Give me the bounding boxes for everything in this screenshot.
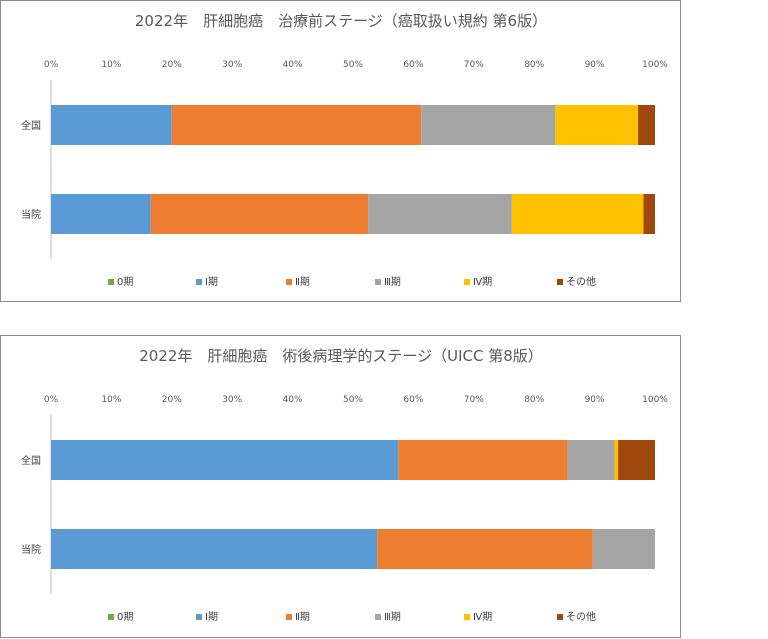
legend-swatch — [108, 279, 114, 285]
legend-label: Ⅲ期 — [384, 276, 401, 288]
x-tick-label: 80% — [524, 60, 544, 70]
bar-segment — [592, 529, 655, 569]
bar-segment — [567, 440, 615, 480]
legend-swatch — [286, 279, 292, 285]
bar-segment — [421, 105, 556, 145]
x-tick-label: 30% — [222, 395, 242, 405]
legend-label: Ⅳ期 — [473, 611, 492, 623]
bar-segment — [614, 440, 619, 480]
bar-segment — [377, 529, 593, 569]
legend-swatch — [557, 614, 563, 620]
legend-swatch — [464, 279, 470, 285]
x-tick-label: 70% — [464, 60, 484, 70]
bar-segment — [51, 529, 378, 569]
x-tick-label: 80% — [524, 395, 544, 405]
legend-swatch — [196, 614, 202, 620]
chart-svg: 2022年 肝細胞癌 術後病理学的ステージ（UICC 第8版） 0% 10% 20% 3… — [21, 347, 668, 623]
legend-label: 0期 — [117, 611, 133, 623]
legend-label: Ⅱ期 — [295, 611, 310, 623]
chart-panel-pretreatment-stage: 2022年 肝細胞癌 治療前ステージ（癌取扱い規約 第6版） 0% 10% 20% 30… — [0, 0, 681, 302]
bar-segment — [555, 105, 639, 145]
x-tick-label: 90% — [585, 395, 605, 405]
legend-label: Ⅲ期 — [384, 611, 401, 623]
x-tick-label: 40% — [283, 395, 303, 405]
legend-swatch — [464, 614, 470, 620]
x-tick-label: 10% — [101, 60, 121, 70]
legend-label: その他 — [566, 275, 596, 288]
legend-label: Ⅱ期 — [295, 276, 310, 288]
legend-label: Ⅳ期 — [473, 276, 492, 288]
legend-swatch — [557, 279, 563, 285]
legend-label: Ⅰ期 — [205, 611, 218, 623]
x-tick-label: 100% — [642, 395, 668, 405]
x-tick-label: 60% — [403, 60, 423, 70]
x-tick-label: 0% — [44, 395, 59, 405]
bar-segment — [51, 440, 399, 480]
x-tick-label: 10% — [101, 395, 121, 405]
chart-title: 2022年 肝細胞癌 術後病理学的ステージ（UICC 第8版） — [139, 347, 543, 365]
x-tick-label: 50% — [343, 60, 363, 70]
x-tick-label: 60% — [403, 395, 423, 405]
category-label: 全国 — [21, 454, 41, 467]
bar-segment — [150, 194, 369, 234]
legend-swatch — [196, 279, 202, 285]
category-label: 当院 — [21, 543, 41, 556]
bar-segment — [171, 105, 422, 145]
bar-segment — [51, 194, 151, 234]
legend-swatch — [108, 614, 114, 620]
legend-swatch — [286, 614, 292, 620]
bar-segment — [643, 194, 655, 234]
legend-label: 0期 — [117, 276, 133, 288]
bar-segment — [511, 194, 644, 234]
x-tick-label: 20% — [162, 60, 182, 70]
x-tick-label: 100% — [642, 60, 668, 70]
bar-segment — [368, 194, 512, 234]
legend-label: その他 — [566, 610, 596, 623]
chart-svg: 2022年 肝細胞癌 治療前ステージ（癌取扱い規約 第6版） 0% 10% 20% 30… — [21, 12, 668, 288]
category-label: 当院 — [21, 208, 41, 221]
x-tick-label: 90% — [585, 60, 605, 70]
x-tick-label: 70% — [464, 395, 484, 405]
x-tick-label: 40% — [283, 60, 303, 70]
legend-label: Ⅰ期 — [205, 276, 218, 288]
x-tick-label: 0% — [44, 60, 59, 70]
category-label: 全国 — [21, 119, 41, 132]
bar-segment — [638, 105, 655, 145]
legend-swatch — [375, 614, 381, 620]
x-tick-label: 50% — [343, 395, 363, 405]
bar-segment — [51, 105, 172, 145]
bar-segment — [618, 440, 655, 480]
chart-panel-pathological-stage: 2022年 肝細胞癌 術後病理学的ステージ（UICC 第8版） 0% 10% 20% 3… — [0, 335, 681, 638]
legend-swatch — [375, 279, 381, 285]
x-tick-label: 20% — [162, 395, 182, 405]
x-tick-label: 30% — [222, 60, 242, 70]
bar-segment — [398, 440, 568, 480]
chart-title: 2022年 肝細胞癌 治療前ステージ（癌取扱い規約 第6版） — [135, 12, 547, 30]
